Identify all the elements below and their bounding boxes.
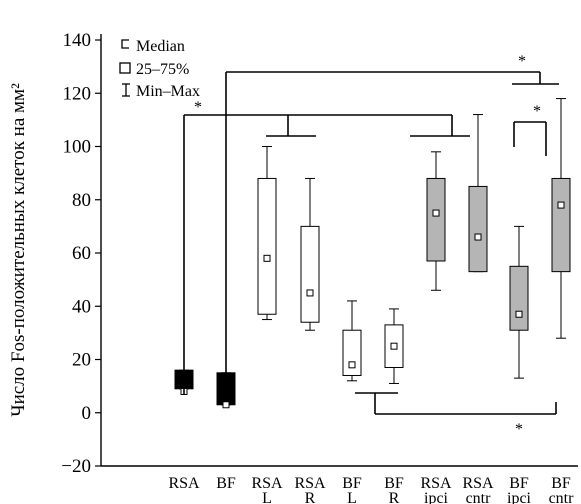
- median-marker: [432, 209, 440, 217]
- median-marker: [263, 254, 271, 262]
- y-axis-label: Число Fos-положительных клеток на мм²: [8, 83, 29, 417]
- y-tick-label: 140: [63, 30, 92, 51]
- category-label-bottom: cntr: [549, 490, 575, 504]
- y-tick-label: −20: [61, 456, 91, 477]
- iqr-box: [468, 185, 488, 273]
- box-plot: [342, 300, 362, 382]
- iqr-box: [426, 177, 446, 262]
- category-label-bottom: L: [347, 490, 357, 504]
- category-label-top: RSA: [420, 475, 452, 492]
- median-marker: [515, 310, 523, 318]
- category-label-top: RSA: [294, 475, 326, 492]
- box-plot: [300, 177, 320, 331]
- y-tick-label: 20: [72, 350, 91, 371]
- y-tick-label: 40: [72, 296, 91, 317]
- y-tick-label: 60: [72, 243, 91, 264]
- iqr-box: [257, 177, 277, 315]
- legend-box-label: 25–75%: [136, 61, 189, 78]
- box-plot: [551, 98, 571, 339]
- box-plot: [426, 151, 446, 291]
- axes: [100, 34, 578, 467]
- significance-star: *: [194, 99, 202, 116]
- iqr-box: [509, 265, 529, 331]
- median-marker: [557, 201, 565, 209]
- category-label-bottom: L: [262, 490, 272, 504]
- category-label-top: BF: [384, 475, 404, 492]
- box-plot: [257, 146, 277, 321]
- y-tick-label: 120: [63, 83, 92, 104]
- category-label-bottom: cntr: [466, 490, 492, 504]
- y-axis-label-group: Число Fos-положительных клеток на мм²: [8, 83, 29, 417]
- iqr-box: [551, 177, 571, 273]
- category-label-top: BF: [509, 475, 529, 492]
- category-label-top: BF: [216, 475, 236, 492]
- legend-median-symbol: [121, 39, 129, 49]
- box-plot: [384, 308, 404, 384]
- legend: Median 25–75% Min–Max: [119, 38, 200, 100]
- y-ticks: −20 0 20 40 60 80 100 120 140: [61, 30, 101, 477]
- category-label-top: RSA: [251, 475, 283, 492]
- legend-box-symbol: [119, 62, 131, 74]
- box-plot: [509, 225, 529, 379]
- category-label-bottom: R: [389, 490, 400, 504]
- significance-star: *: [533, 103, 541, 120]
- category-label-top: BF: [342, 475, 362, 492]
- median-marker: [348, 361, 356, 369]
- significance-star: *: [515, 421, 523, 438]
- median-marker: [222, 401, 230, 409]
- iqr-box: [300, 225, 320, 323]
- y-tick-label: 80: [72, 190, 91, 211]
- legend-median-label: Median: [136, 38, 185, 55]
- significance-brackets: * * * *: [183, 53, 559, 438]
- y-tick-label: 100: [63, 137, 92, 158]
- y-tick-label: 0: [82, 403, 92, 424]
- category-label-bottom: R: [305, 490, 316, 504]
- median-marker: [390, 342, 398, 350]
- iqr-box: [342, 329, 362, 376]
- category-label-top: RSA: [462, 475, 494, 492]
- category-label-bottom: ipci: [507, 490, 532, 504]
- category-label-top: RSA: [168, 475, 200, 492]
- median-marker: [306, 289, 314, 297]
- significance-star: *: [518, 53, 526, 70]
- category-labels: RSA BF RSALRSARBFLBFRRSAipciRSAcntrBFipciB…: [168, 475, 574, 504]
- boxes: [174, 98, 571, 409]
- legend-whisker-label: Min–Max: [136, 83, 200, 100]
- box-plot: [468, 114, 488, 273]
- category-label-bottom: ipci: [424, 490, 449, 504]
- median-marker: [474, 233, 482, 241]
- category-label-top: BF: [551, 475, 571, 492]
